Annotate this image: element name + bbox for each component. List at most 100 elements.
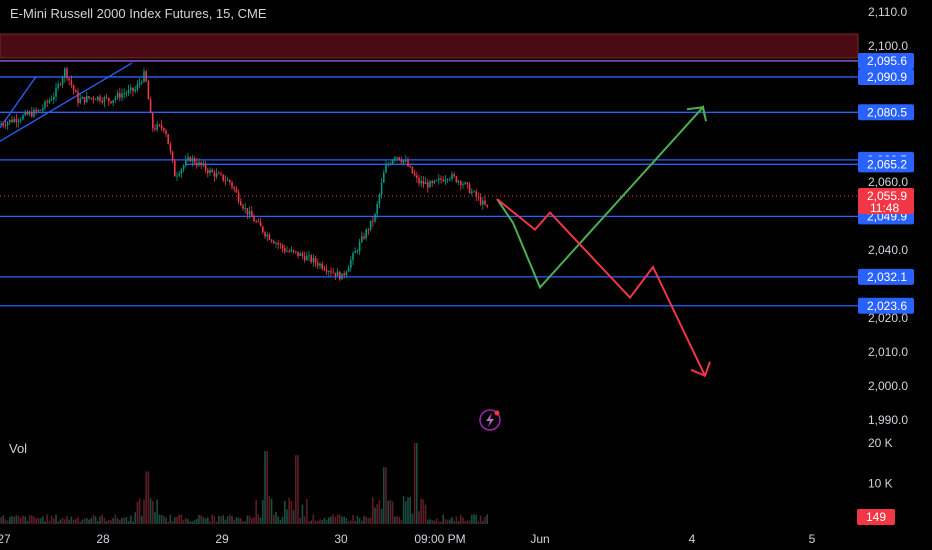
volume-bar xyxy=(160,515,163,524)
candle-body xyxy=(72,85,75,91)
candle-body xyxy=(365,229,367,239)
candle-body xyxy=(451,174,453,179)
volume-bar xyxy=(290,500,293,524)
candle-body xyxy=(9,119,11,123)
projection-red-arrowhead xyxy=(690,361,711,378)
volume-bar xyxy=(268,496,271,524)
volume-bar xyxy=(77,517,79,524)
volume-bar xyxy=(198,514,200,524)
candle-body xyxy=(347,267,350,272)
volume-bar xyxy=(420,498,422,524)
volume-bar xyxy=(53,518,55,524)
y-tick-label: 2,010.0 xyxy=(868,345,908,359)
candle-body xyxy=(81,97,84,99)
volume-bar xyxy=(339,514,341,524)
volume-bar xyxy=(39,518,42,524)
volume-bar xyxy=(352,515,354,524)
volume-bar xyxy=(191,521,194,524)
candle-body xyxy=(317,262,319,266)
volume-bar xyxy=(297,455,299,524)
price-tag-label: 2,095.6 xyxy=(867,54,907,68)
candle-body xyxy=(196,163,198,166)
volume-bar xyxy=(270,498,273,524)
candle-body xyxy=(378,194,381,205)
volume-label: Vol xyxy=(9,441,28,456)
volume-bar xyxy=(416,443,418,524)
candle-body xyxy=(189,157,191,162)
candle-body xyxy=(431,181,433,184)
candle-body xyxy=(460,181,462,186)
volume-bar xyxy=(72,519,75,524)
y-tick-label: 2,060.0 xyxy=(868,175,908,189)
candle-body xyxy=(464,182,466,185)
candle-body xyxy=(66,68,68,79)
candle-body xyxy=(345,271,348,276)
candle-body xyxy=(2,123,4,126)
candle-body xyxy=(389,163,392,165)
volume-bar xyxy=(174,517,176,524)
volume-bar xyxy=(418,511,420,524)
candle-body xyxy=(211,169,213,173)
volume-bar xyxy=(385,467,387,524)
candle-body xyxy=(209,169,211,174)
candle-body xyxy=(482,200,484,205)
volume-bar xyxy=(405,501,407,524)
volume-bar xyxy=(341,516,343,524)
volume-bar xyxy=(321,520,323,524)
candle-body xyxy=(138,82,141,85)
volume-bar xyxy=(165,517,167,524)
candle-body xyxy=(336,271,339,276)
volume-bar xyxy=(277,516,279,524)
candle-body xyxy=(354,251,356,254)
volume-bar xyxy=(240,518,242,524)
volume-bar xyxy=(44,521,46,524)
candle-body xyxy=(407,160,409,167)
candle-body xyxy=(420,180,422,184)
candle-body xyxy=(231,182,233,188)
volume-bar xyxy=(356,515,359,524)
candle-body xyxy=(53,96,55,100)
candle-body xyxy=(427,182,429,188)
volume-bar xyxy=(350,520,352,524)
volume-bar xyxy=(134,512,136,524)
volume-bar xyxy=(158,514,161,524)
candle-body xyxy=(273,241,275,244)
x-tick-label: 27 xyxy=(0,532,11,546)
candle-body xyxy=(123,93,125,95)
lightning-icon[interactable] xyxy=(479,409,501,431)
candle-body xyxy=(440,178,442,180)
volume-bar xyxy=(312,514,315,524)
chart-title: E-Mini Russell 2000 Index Futures, 15, C… xyxy=(10,6,267,21)
candle-body xyxy=(468,184,471,194)
candle-body xyxy=(112,100,114,103)
candle-body xyxy=(193,158,196,164)
volume-bar xyxy=(99,516,101,524)
candle-body xyxy=(255,221,257,223)
volume-bar xyxy=(187,519,189,524)
volume-bar xyxy=(152,501,154,524)
volume-bar xyxy=(204,518,207,524)
candle-body xyxy=(424,182,427,185)
volume-bar xyxy=(444,518,447,524)
candle-body xyxy=(90,97,92,99)
volume-bar xyxy=(398,516,400,524)
candle-body xyxy=(200,162,202,166)
candle-body xyxy=(13,118,15,123)
candle-body xyxy=(400,160,403,163)
candle-body xyxy=(369,220,372,230)
volume-bar xyxy=(303,516,306,524)
volume-bar xyxy=(90,518,92,524)
volume-bar xyxy=(4,519,7,524)
volume-bar xyxy=(347,521,350,524)
candle-body xyxy=(438,178,440,181)
trendline xyxy=(0,76,37,128)
candle-body xyxy=(446,179,449,180)
candle-body xyxy=(28,112,31,115)
volume-bar xyxy=(176,516,178,524)
volume-bar xyxy=(413,443,416,524)
volume-bar xyxy=(196,518,198,524)
volume-bar xyxy=(475,514,477,524)
volume-bar xyxy=(143,499,145,524)
volume-bar xyxy=(301,504,304,524)
